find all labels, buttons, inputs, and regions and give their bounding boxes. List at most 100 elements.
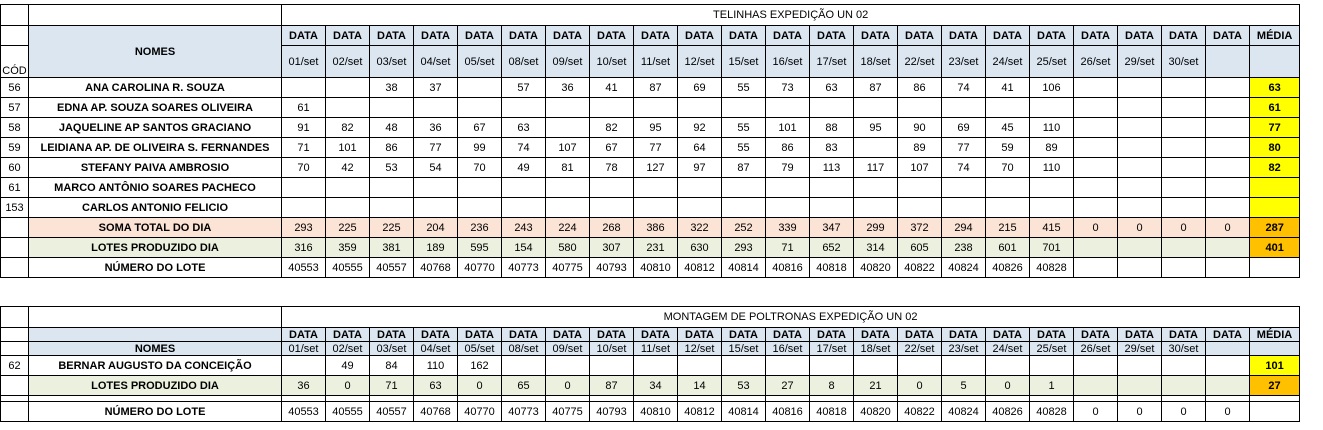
value-cell[interactable] (941, 355, 986, 376)
soma-cell[interactable]: 293 (281, 217, 326, 238)
date-header[interactable]: 10/set (589, 45, 634, 78)
value-cell[interactable]: 127 (633, 157, 678, 178)
soma-cell[interactable]: 0 (1205, 217, 1250, 238)
lotes-cell[interactable]: 0 (325, 375, 370, 396)
value-cell[interactable] (1073, 197, 1118, 218)
lote-number-cell[interactable]: 40793 (589, 257, 634, 278)
value-cell[interactable]: 90 (897, 117, 942, 138)
value-cell[interactable] (765, 355, 810, 376)
value-cell[interactable] (1117, 117, 1162, 138)
data-header[interactable]: DATA (1117, 25, 1162, 46)
lotes-cell[interactable]: 595 (457, 237, 502, 258)
value-cell[interactable]: 110 (1029, 157, 1074, 178)
lotes-cell[interactable]: 53 (721, 375, 766, 396)
lote-number-cell[interactable]: 40824 (941, 401, 986, 422)
date-header[interactable]: 18/set (853, 45, 898, 78)
date-header[interactable]: 24/set (985, 341, 1030, 356)
soma-cell[interactable]: 372 (897, 217, 942, 238)
lotes-cell[interactable]: 316 (281, 237, 326, 258)
value-cell[interactable] (369, 177, 414, 198)
data-header[interactable]: DATA (721, 327, 766, 342)
date-header[interactable]: 05/set (457, 45, 502, 78)
lotes-cell[interactable]: 36 (281, 375, 326, 396)
value-cell[interactable]: 95 (853, 117, 898, 138)
lotes-cell[interactable] (1117, 375, 1162, 396)
value-cell[interactable]: 67 (457, 117, 502, 138)
data-header[interactable]: DATA (1161, 327, 1206, 342)
lote-number-cell[interactable]: 40814 (721, 401, 766, 422)
value-cell[interactable] (1029, 197, 1074, 218)
media-cell[interactable] (1248, 177, 1301, 198)
date-header[interactable]: 03/set (369, 341, 414, 356)
data-header[interactable]: DATA (721, 25, 766, 46)
data-header[interactable]: DATA (941, 327, 986, 342)
data-header[interactable]: DATA (545, 327, 590, 342)
value-cell[interactable]: 87 (853, 77, 898, 98)
lote-number-cell[interactable]: 40826 (985, 257, 1030, 278)
value-cell[interactable] (1161, 137, 1206, 158)
lote-number-cell[interactable]: 40828 (1029, 257, 1074, 278)
lote-number-cell[interactable]: 40553 (281, 401, 326, 422)
nomes-header[interactable]: NOMES (28, 341, 282, 356)
lote-number-cell[interactable]: 40768 (413, 257, 458, 278)
date-header[interactable]: 08/set (501, 45, 546, 78)
data-header[interactable]: DATA (501, 25, 546, 46)
employee-name[interactable]: CARLOS ANTONIO FELICIO (28, 197, 282, 218)
value-cell[interactable] (1161, 355, 1206, 376)
value-cell[interactable]: 55 (721, 77, 766, 98)
date-header[interactable]: 01/set (281, 45, 326, 78)
lote-number-cell[interactable]: 40820 (853, 401, 898, 422)
value-cell[interactable] (941, 197, 986, 218)
value-cell[interactable] (589, 355, 634, 376)
value-cell[interactable] (1161, 197, 1206, 218)
value-cell[interactable] (633, 355, 678, 376)
lotes-cell[interactable]: 0 (897, 375, 942, 396)
lotes-cell[interactable] (1161, 375, 1206, 396)
lotes-cell[interactable]: 605 (897, 237, 942, 258)
value-cell[interactable]: 77 (633, 137, 678, 158)
lote-number-cell[interactable]: 40775 (545, 401, 590, 422)
lotes-cell[interactable]: 34 (633, 375, 678, 396)
lote-number-cell[interactable]: 40773 (501, 401, 546, 422)
value-cell[interactable] (545, 197, 590, 218)
value-cell[interactable]: 162 (457, 355, 502, 376)
value-cell[interactable]: 41 (589, 77, 634, 98)
lotes-cell[interactable]: 71 (765, 237, 810, 258)
date-header[interactable]: 30/set (1161, 45, 1206, 78)
lote-number-cell[interactable]: 40770 (457, 257, 502, 278)
date-header[interactable]: 17/set (809, 341, 854, 356)
data-header[interactable]: DATA (545, 25, 590, 46)
lotes-cell[interactable]: 87 (589, 375, 634, 396)
lote-number-cell[interactable]: 40818 (809, 257, 854, 278)
value-cell[interactable] (457, 197, 502, 218)
data-header[interactable]: DATA (765, 25, 810, 46)
lotes-cell[interactable] (1161, 237, 1206, 258)
soma-media[interactable]: 287 (1248, 217, 1301, 238)
data-header[interactable]: DATA (633, 25, 678, 46)
data-header[interactable]: DATA (281, 327, 326, 342)
value-cell[interactable] (589, 97, 634, 118)
date-header[interactable]: 12/set (677, 341, 722, 356)
media-cell[interactable] (1248, 197, 1301, 218)
value-cell[interactable]: 87 (633, 77, 678, 98)
value-cell[interactable] (281, 355, 326, 376)
date-header[interactable]: 04/set (413, 341, 458, 356)
date-header[interactable]: 26/set (1073, 45, 1118, 78)
data-header[interactable]: DATA (809, 327, 854, 342)
lotes-cell[interactable] (1073, 237, 1118, 258)
value-cell[interactable]: 36 (413, 117, 458, 138)
employee-name[interactable]: ANA CAROLINA R. SOUZA (28, 77, 282, 98)
lote-number-cell[interactable] (1205, 257, 1250, 278)
media-header[interactable]: MÉDIA (1248, 25, 1301, 46)
soma-cell[interactable]: 294 (941, 217, 986, 238)
value-cell[interactable] (589, 177, 634, 198)
value-cell[interactable] (721, 97, 766, 118)
date-header[interactable]: 22/set (897, 341, 942, 356)
value-cell[interactable] (325, 97, 370, 118)
value-cell[interactable] (1205, 197, 1250, 218)
date-header[interactable]: 29/set (1117, 45, 1162, 78)
value-cell[interactable]: 69 (677, 77, 722, 98)
lote-number-cell[interactable]: 40822 (897, 401, 942, 422)
soma-cell[interactable]: 415 (1029, 217, 1074, 238)
soma-cell[interactable]: 225 (325, 217, 370, 238)
